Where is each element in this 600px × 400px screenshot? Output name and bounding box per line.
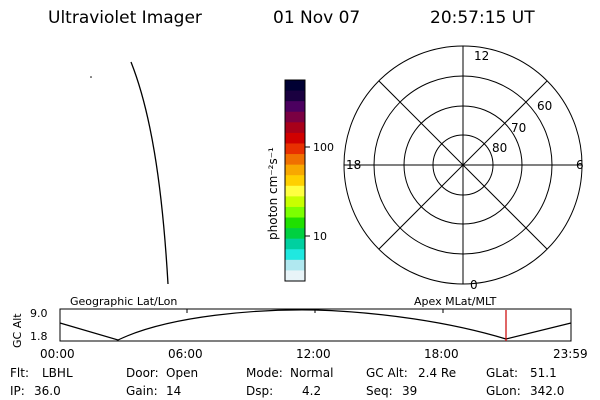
- geographic-title: Geographic Lat/Lon: [70, 295, 177, 308]
- yaxis-tick-9: 9.0: [30, 307, 48, 320]
- glat-label: GLat:: [486, 366, 519, 380]
- altitude-curve: [59, 309, 572, 341]
- time-label: 20:57:15 UT: [430, 8, 535, 28]
- color-bar-segment: [285, 90, 305, 102]
- color-bar-segment: [285, 228, 305, 240]
- color-bar-segment: [285, 122, 305, 134]
- xtick-label-2359: 23:59: [553, 347, 588, 361]
- gc-alt-label: GC Alt:: [366, 366, 408, 380]
- yaxis-tick-1-8: 1.8: [30, 330, 48, 343]
- color-bar-segment: [285, 101, 305, 113]
- dsp-label: Dsp:: [246, 384, 274, 398]
- altitude-ylabel: GC Alt: [11, 313, 24, 348]
- flt-label: Flt:: [10, 366, 29, 380]
- geographic-map: [90, 61, 169, 285]
- apex-title: Apex MLat/MLT: [414, 295, 497, 308]
- door-value: Open: [166, 366, 199, 380]
- date-label: 01 Nov 07: [273, 8, 361, 28]
- lat-label-80: 80: [492, 141, 507, 155]
- polar-diagonal-2: [378, 80, 548, 250]
- ip-value: 36.0: [34, 384, 61, 398]
- color-bar-frame: [284, 79, 306, 282]
- color-bar-segment: [285, 185, 305, 197]
- color-bar-segment: [285, 111, 305, 123]
- altitude-panel: Geographic Lat/Lon Apex MLat/MLT 9.0 1.8…: [11, 295, 588, 361]
- mode-value: Normal: [290, 366, 334, 380]
- color-bar-segment: [285, 80, 305, 92]
- color-bar-segment: [285, 164, 305, 176]
- colorbar-tick-label-10: 10: [313, 230, 327, 243]
- color-bar-segment: [285, 270, 305, 282]
- lat-label-60: 60: [537, 99, 552, 113]
- polar-plot: 12 0 18 6 60 70 80: [343, 45, 584, 292]
- seq-label: Seq:: [366, 384, 393, 398]
- color-bar-segment: [285, 217, 305, 229]
- gc-alt-value: 2.4 Re: [418, 366, 457, 380]
- color-bar-segment: [285, 206, 305, 219]
- colorbar-tick-label-100: 100: [313, 141, 334, 154]
- gain-label: Gain:: [126, 384, 158, 398]
- dsp-value: 4.2: [302, 384, 322, 398]
- map-dot: [90, 76, 92, 78]
- mode-label: Mode:: [246, 366, 283, 380]
- door-label: Door:: [126, 366, 159, 380]
- color-bar-segment: [285, 143, 305, 155]
- mlt-label-6: 6: [576, 158, 584, 172]
- color-bar: 100 10 photon cm⁻²s⁻¹: [266, 79, 334, 282]
- color-bar-segment: [285, 259, 305, 272]
- flt-value: LBHL: [42, 366, 73, 380]
- color-bar-segment: [285, 249, 305, 261]
- color-bar-segment: [285, 175, 305, 187]
- gain-value: 14: [166, 384, 182, 398]
- color-bar-segment: [285, 154, 305, 166]
- color-bar-segment: [285, 132, 305, 145]
- xtick-label-0000: 00:00: [40, 347, 75, 361]
- instrument-title: Ultraviolet Imager: [48, 8, 202, 28]
- seq-value: 39: [402, 384, 418, 398]
- glon-label: GLon:: [486, 384, 521, 398]
- lat-label-70: 70: [511, 121, 526, 135]
- xtick-label-0600: 06:00: [168, 347, 203, 361]
- color-bar-segment: [285, 196, 305, 208]
- color-bar-segment: [285, 238, 305, 250]
- glon-value: 342.0: [530, 384, 565, 398]
- xtick-label-1200: 12:00: [296, 347, 331, 361]
- xtick-label-1800: 18:00: [424, 347, 459, 361]
- map-boundary-line: [130, 61, 169, 285]
- glat-value: 51.1: [530, 366, 557, 380]
- mlt-label-0: 0: [470, 278, 478, 292]
- mlt-label-12: 12: [474, 49, 489, 63]
- ip-label: IP:: [10, 384, 25, 398]
- colorbar-unit-label: photon cm⁻²s⁻¹: [266, 147, 280, 240]
- mlt-label-18: 18: [346, 158, 361, 172]
